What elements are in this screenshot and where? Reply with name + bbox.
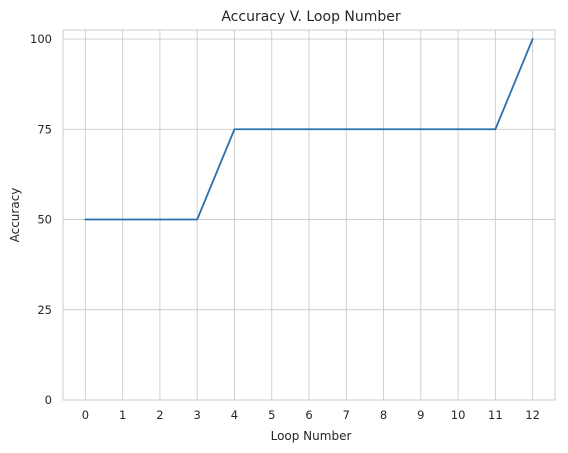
x-axis-label: Loop Number: [271, 429, 352, 443]
y-tick-label: 0: [45, 393, 52, 407]
x-tick-label: 2: [156, 408, 163, 422]
x-tick-label: 9: [417, 408, 424, 422]
x-tick-label: 8: [380, 408, 387, 422]
y-tick-label: 75: [37, 122, 52, 136]
x-tick-label: 1: [119, 408, 126, 422]
y-tick-label: 25: [37, 303, 52, 317]
x-tick-label: 12: [525, 408, 540, 422]
x-tick-label: 7: [343, 408, 350, 422]
gridlines: [63, 30, 555, 401]
y-tick-label: 100: [30, 32, 52, 46]
plot-area-frame: [62, 29, 556, 401]
x-tick-label: 10: [451, 408, 466, 422]
y-tick-label: 50: [37, 213, 52, 227]
y-axis-label: Accuracy: [8, 188, 22, 243]
chart-title: Accuracy V. Loop Number: [221, 9, 401, 25]
x-tick-label: 4: [231, 408, 238, 422]
x-tick-label: 0: [82, 408, 89, 422]
series-layer: [84, 38, 534, 221]
x-tick-label: 6: [305, 408, 312, 422]
y-tick-labels: 0 25 50 75 100: [30, 32, 52, 407]
x-tick-labels: 0 1 2 3 4 5 6 7 8 9 10 11 12: [82, 408, 540, 422]
series-line: [84, 38, 534, 221]
x-tick-label: 3: [194, 408, 201, 422]
x-tick-label: 5: [268, 408, 275, 422]
x-tick-label: 11: [488, 408, 503, 422]
